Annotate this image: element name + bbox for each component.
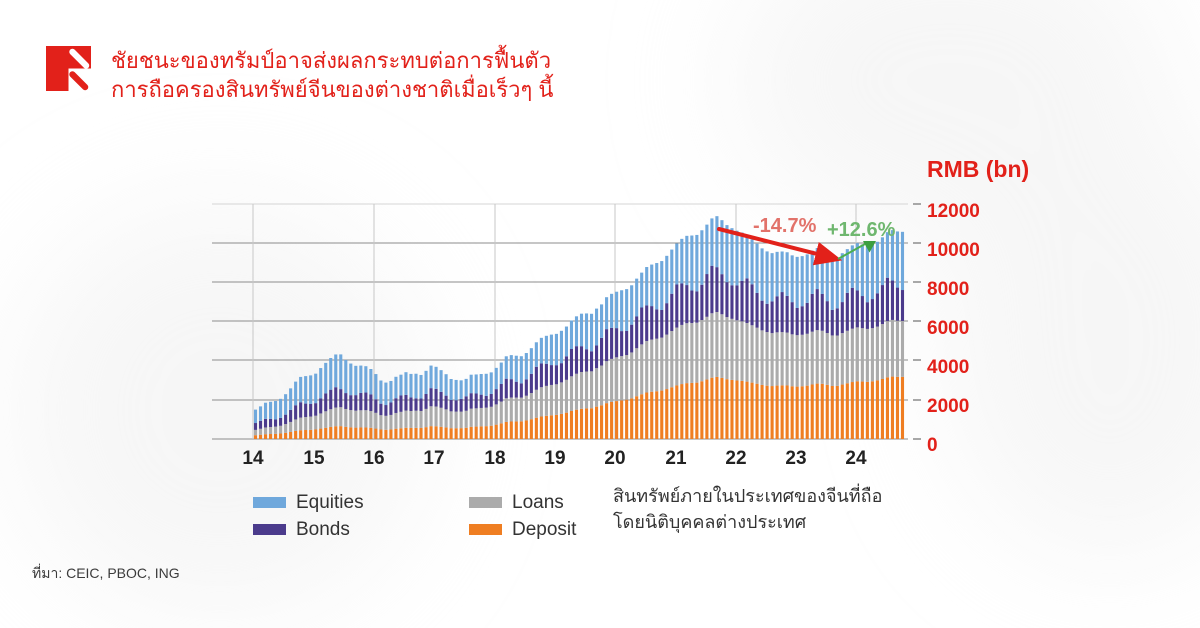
- svg-text:2000: 2000: [927, 396, 969, 417]
- svg-text:Deposit: Deposit: [512, 519, 577, 540]
- svg-text:12000: 12000: [927, 201, 980, 222]
- svg-text:0: 0: [927, 435, 938, 456]
- svg-text:23: 23: [785, 448, 806, 469]
- svg-text:21: 21: [665, 448, 687, 469]
- svg-text:16: 16: [363, 448, 384, 469]
- svg-text:15: 15: [303, 448, 325, 469]
- svg-text:Loans: Loans: [512, 492, 564, 513]
- svg-text:14: 14: [242, 448, 264, 469]
- svg-text:-14.7%: -14.7%: [753, 215, 817, 237]
- svg-text:โดยนิติบุคคลต่างประเทศ: โดยนิติบุคคลต่างประเทศ: [613, 511, 807, 533]
- svg-text:RMB (bn): RMB (bn): [927, 156, 1029, 182]
- svg-text:10000: 10000: [927, 240, 980, 261]
- svg-text:24: 24: [845, 448, 867, 469]
- svg-text:20: 20: [604, 448, 625, 469]
- svg-text:Equities: Equities: [296, 492, 364, 513]
- svg-text:17: 17: [423, 448, 444, 469]
- svg-text:8000: 8000: [927, 279, 969, 300]
- svg-text:22: 22: [725, 448, 746, 469]
- svg-text:18: 18: [484, 448, 505, 469]
- svg-text:6000: 6000: [927, 318, 969, 339]
- svg-text:สินทรัพย์ภายในประเทศของจีนที่ถ: สินทรัพย์ภายในประเทศของจีนที่ถือ: [613, 483, 882, 506]
- svg-text:4000: 4000: [927, 357, 969, 378]
- svg-text:+12.6%: +12.6%: [827, 219, 896, 241]
- svg-text:19: 19: [544, 448, 565, 469]
- svg-text:Bonds: Bonds: [296, 519, 350, 540]
